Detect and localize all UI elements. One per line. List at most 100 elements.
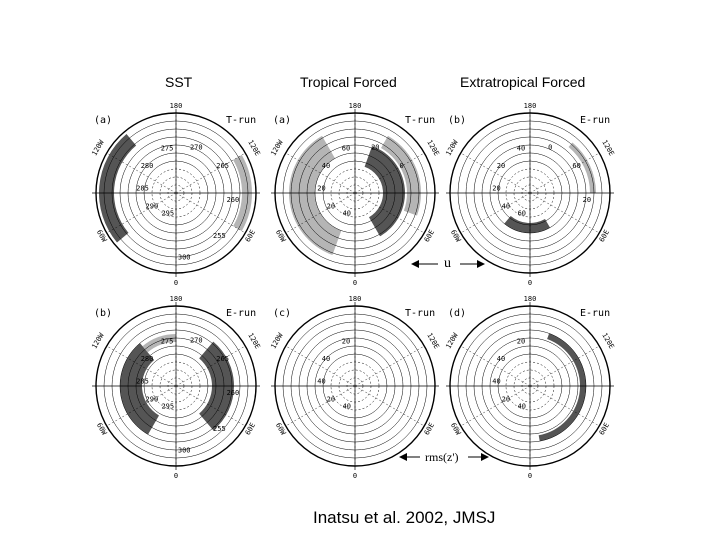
meridian-line (175, 345, 246, 387)
contour-label: 270 (190, 336, 203, 344)
tick-label-120e: 120E (425, 332, 440, 351)
panel-letter: (a) (94, 115, 112, 126)
contour-label: 280 (141, 162, 154, 170)
tick-label-60w: 60W (95, 422, 109, 438)
tick-label-top: 180 (170, 295, 183, 303)
contour-label: 60 (518, 210, 526, 218)
panel-letter: (d) (448, 308, 466, 319)
contour-label: 295 (161, 403, 174, 411)
meridian-line (460, 345, 531, 387)
panel-run-label: E-run (580, 308, 610, 319)
panel-boundary (274, 305, 436, 467)
panel-run-label: T-run (405, 115, 435, 126)
meridian-line (285, 385, 356, 427)
meridian-line (175, 152, 246, 194)
meridian-line (529, 152, 600, 194)
column-title-extratropical-forced: Extratropical Forced (460, 74, 586, 90)
contour-label: 20 (317, 185, 325, 193)
contour-label: 40 (502, 203, 510, 211)
meridian-line (106, 385, 177, 427)
meridian-line (106, 152, 177, 194)
tick-label-bottom: 0 (528, 472, 532, 480)
tick-label-bottom: 0 (174, 472, 178, 480)
contour-label: 265 (216, 355, 229, 363)
contour-label: 260 (227, 389, 240, 397)
meridian-line (354, 192, 425, 234)
contour-label: 40 (322, 355, 330, 363)
contour-label: 285 (136, 185, 149, 193)
contour-label: 255 (213, 232, 226, 240)
meridian-line (285, 152, 356, 194)
meridian-line (460, 152, 531, 194)
meridian-line (285, 192, 356, 234)
tick-label-120e: 120E (246, 332, 261, 351)
meridian-line (354, 152, 425, 194)
meridian-line (529, 385, 600, 427)
tick-label-top: 180 (349, 295, 362, 303)
tick-label-120w: 120W (269, 331, 285, 350)
contour-label: 255 (213, 425, 226, 433)
panel-boundary (274, 112, 436, 274)
tick-label-bottom: 0 (174, 279, 178, 287)
panel-run-label: E-run (580, 115, 610, 126)
contour-label: 20 (327, 396, 335, 404)
contour-label: 290 (146, 203, 159, 211)
shaded-region (568, 142, 596, 193)
meridian-line (106, 192, 177, 234)
contour-label: 295 (161, 210, 174, 218)
panel-boundary (449, 305, 611, 467)
tick-label-60w: 60W (95, 229, 109, 245)
tick-label-120e: 120E (425, 139, 440, 158)
contour-label: 20 (327, 203, 335, 211)
column-title-tropical-forced: Tropical Forced (300, 74, 397, 90)
tick-label-120w: 120W (444, 138, 460, 157)
panel-boundary (95, 305, 257, 467)
contour-label: 260 (227, 196, 240, 204)
meridian-line (175, 192, 246, 234)
shaded-region (504, 215, 550, 233)
meridian-line (354, 385, 425, 427)
tick-label-top: 180 (170, 102, 183, 110)
panel-run-label: T-run (226, 115, 256, 126)
contour-label: 280 (141, 355, 154, 363)
panel-run-label: E-run (226, 308, 256, 319)
shaded-region (289, 135, 342, 256)
tick-label-top: 180 (524, 102, 537, 110)
contour-label: 20 (502, 396, 510, 404)
panel-run-label: T-run (405, 308, 435, 319)
tick-label-120w: 120W (90, 138, 106, 157)
tick-label-bottom: 0 (353, 279, 357, 287)
contour-label: 20 (371, 143, 379, 151)
tick-label-60w: 60W (449, 422, 463, 438)
meridian-line (354, 345, 425, 387)
contour-label: 275 (161, 338, 174, 346)
column-title-sst: SST (165, 74, 193, 90)
panel-boundary (95, 112, 257, 274)
meridian-line (285, 345, 356, 387)
contour-label: 40 (343, 210, 351, 218)
contour-label: 20 (342, 338, 350, 346)
contour-label: 265 (216, 162, 229, 170)
tick-label-120w: 120W (90, 331, 106, 350)
meridian-line (175, 385, 246, 427)
tick-label-bottom: 0 (528, 279, 532, 287)
contour-label: 300 (178, 254, 191, 262)
meridian-line (106, 345, 177, 387)
tick-label-120w: 120W (444, 331, 460, 350)
contour-label: 40 (518, 403, 526, 411)
contour-label: 285 (136, 378, 149, 386)
tick-label-60w: 60W (274, 422, 288, 438)
contour-label: 20 (497, 162, 505, 170)
tick-label-top: 180 (349, 102, 362, 110)
contour-label: 40 (497, 355, 505, 363)
tick-label-120e: 120E (246, 139, 261, 158)
tick-label-120w: 120W (269, 138, 285, 157)
contour-label: 60 (572, 162, 580, 170)
shaded-region (99, 134, 137, 243)
tick-label-60w: 60W (274, 229, 288, 245)
citation: Inatsu et al. 2002, JMSJ (313, 508, 496, 527)
